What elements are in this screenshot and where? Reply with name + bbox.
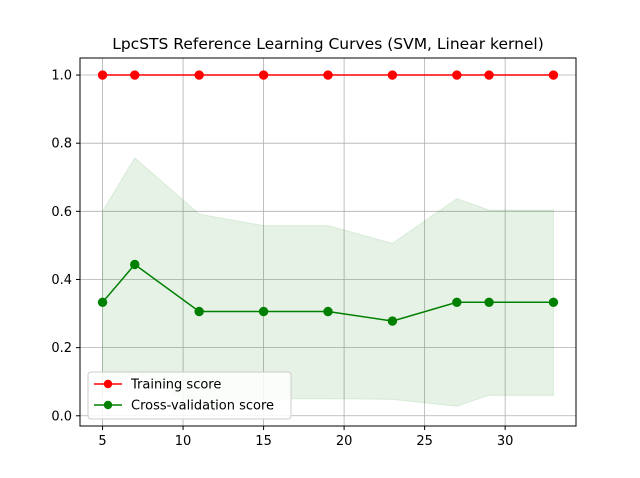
- y-tick-label: 1.0: [51, 69, 72, 84]
- data-point: [97, 297, 108, 308]
- x-tick-label: 30: [497, 434, 514, 449]
- data-point: [130, 70, 140, 80]
- data-point: [194, 70, 204, 80]
- x-tick-label: 20: [336, 434, 353, 449]
- x-tick-label: 25: [416, 434, 433, 449]
- y-tick-label: 0.8: [51, 137, 72, 152]
- y-tick-label: 0.6: [51, 205, 72, 220]
- y-tick-label: 0.4: [51, 273, 72, 288]
- data-point: [452, 70, 462, 80]
- axes: 5 10 15 20 25 30 0.0 0.2 0.4 0.6 0.8 1.0: [51, 57, 577, 449]
- x-tick-label: 5: [98, 434, 106, 449]
- x-tick-label: 15: [255, 434, 272, 449]
- data-point: [484, 297, 494, 308]
- std-bands: [102, 74, 554, 410]
- data-point: [387, 70, 398, 80]
- legend: Training score Cross-validation score: [87, 371, 292, 420]
- legend-marker: [103, 400, 113, 410]
- series-lines: [97, 70, 559, 326]
- data-point: [258, 306, 269, 317]
- legend-box: [87, 371, 292, 420]
- data-point: [484, 70, 494, 80]
- legend-label: Cross-validation score: [131, 399, 274, 414]
- data-point: [194, 306, 204, 317]
- y-tick-label: 0.2: [51, 341, 72, 356]
- plot-frame: [79, 57, 577, 427]
- y-tick-label: 0.0: [51, 409, 72, 424]
- data-point: [387, 316, 398, 326]
- data-point: [323, 306, 333, 317]
- data-point: [258, 70, 269, 80]
- data-point: [452, 297, 462, 308]
- x-tick-label: 10: [175, 434, 192, 449]
- data-point: [97, 70, 108, 80]
- legend-label: Training score: [130, 378, 221, 393]
- data-point: [548, 297, 559, 308]
- data-point: [130, 259, 140, 270]
- legend-marker: [103, 379, 113, 389]
- std-band-1: [102, 157, 554, 410]
- data-point: [323, 70, 333, 80]
- chart-title: LpcSTS Reference Learning Curves (SVM, L…: [112, 35, 544, 53]
- data-point: [548, 70, 559, 80]
